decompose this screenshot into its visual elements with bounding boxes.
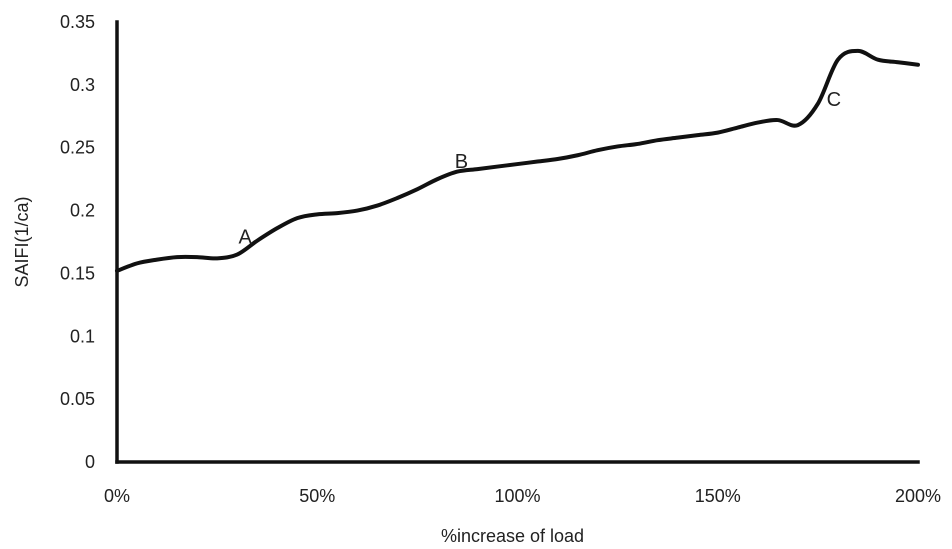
x-tick-label: 100%	[494, 486, 540, 506]
x-tick-labels: 0% 50% 100% 150% 200%	[104, 486, 941, 506]
y-axis-title: SAIFI(1/ca)	[12, 196, 32, 287]
y-tick-labels: 0 0.05 0.1 0.15 0.2 0.25 0.3 0.35	[60, 12, 95, 472]
y-tick-label: 0	[85, 452, 95, 472]
x-tick-label: 150%	[695, 486, 741, 506]
x-tick-label: 200%	[895, 486, 941, 506]
y-tick-label: 0.05	[60, 389, 95, 409]
x-axis-title: %increase of load	[441, 526, 584, 546]
axes	[115, 20, 920, 464]
annotation-label: B	[455, 151, 468, 173]
y-tick-label: 0.35	[60, 12, 95, 32]
annotation-label: A	[238, 226, 252, 248]
y-tick-label: 0.3	[70, 75, 95, 95]
annotations: A B C	[238, 89, 841, 248]
series-layer	[115, 48, 920, 273]
series-line	[115, 48, 920, 273]
y-tick-label: 0.15	[60, 263, 95, 283]
y-tick-label: 0.25	[60, 138, 95, 158]
y-tick-label: 0.1	[70, 326, 95, 346]
x-tick-label: 0%	[104, 486, 130, 506]
y-tick-label: 0.2	[70, 201, 95, 221]
annotation-label: C	[827, 89, 841, 111]
x-tick-label: 50%	[299, 486, 335, 506]
